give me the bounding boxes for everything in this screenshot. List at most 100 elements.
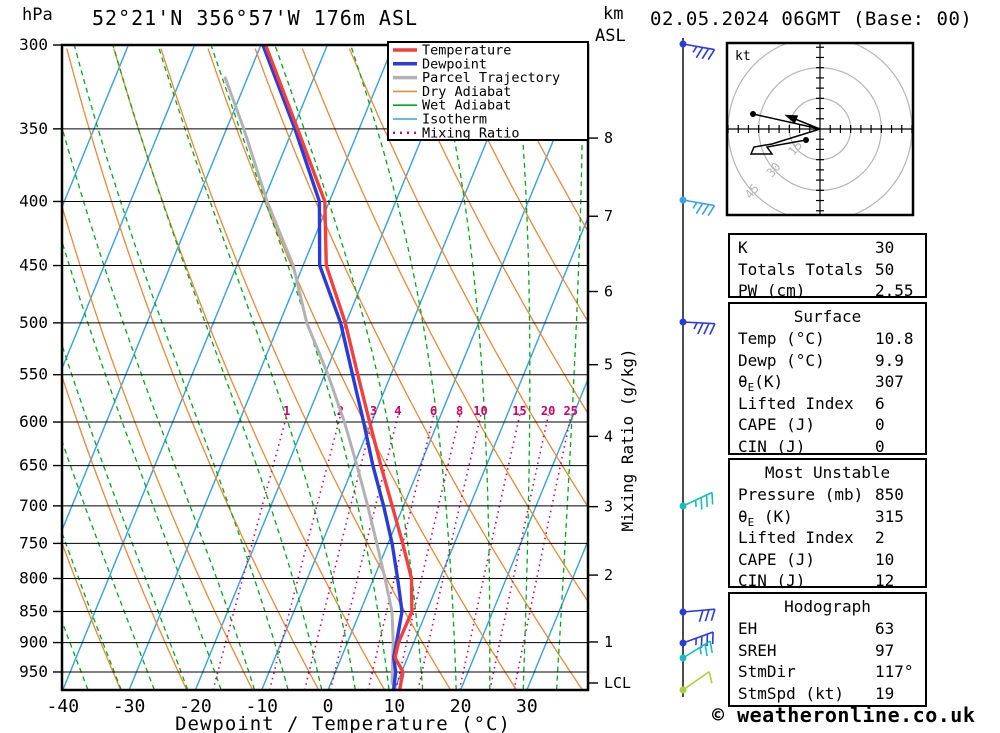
- x-tick-label: 10: [383, 696, 405, 717]
- wind-barb-half-tick: [692, 46, 698, 53]
- table-row: Lifted Index 2: [730, 527, 925, 549]
- stat-label: Pressure (mb): [738, 485, 864, 504]
- stat-value: 0: [875, 415, 885, 434]
- mixing-ratio-value-label: 10: [473, 404, 487, 418]
- dry-adiabat-line: [160, 48, 452, 690]
- wind-barb: [679, 196, 716, 217]
- mixing-ratio-value-label: 8: [456, 404, 463, 418]
- legend-label: Dry Adiabat: [422, 84, 511, 100]
- dry-adiabat-line: [62, 204, 254, 690]
- wet-adiabat-line: [62, 439, 155, 690]
- wet-adiabat-line: [73, 45, 289, 690]
- km-tick-label: 2: [604, 566, 613, 584]
- stat-value: 97: [875, 640, 895, 660]
- wind-barb-full-tick: [701, 48, 710, 60]
- stat-value: 9.9: [875, 350, 904, 370]
- stat-label: CAPE (J): [738, 415, 816, 434]
- wet-adiabat-line: [157, 45, 356, 690]
- asl-axis-unit-label: ASL: [595, 26, 626, 46]
- stat-value: 30: [875, 238, 895, 257]
- dry-adiabat-line: [113, 48, 386, 690]
- dry-adiabat-line: [395, 48, 588, 415]
- x-tick-label: -30: [113, 696, 146, 717]
- stat-label: EH: [738, 619, 758, 638]
- wind-barb-full-tick: [704, 609, 710, 622]
- parcel-trajectory-curve: [223, 76, 398, 690]
- pressure-tick-label: 850: [19, 601, 48, 620]
- wind-barb: [679, 318, 716, 335]
- lcl-label: LCL: [604, 674, 631, 692]
- stat-label: Lifted Index: [738, 393, 854, 413]
- pressure-tick-label: 800: [19, 569, 48, 588]
- wind-barb-shaft: [682, 670, 710, 691]
- stat-label: K: [738, 238, 748, 257]
- pressure-tick-label: 600: [19, 412, 48, 431]
- wind-barb: [679, 670, 713, 694]
- isotherm-line: [459, 377, 588, 690]
- wet-adiabat-line: [112, 45, 323, 690]
- skewt-background: 1 2 3 4 6 8 10 15 20 25: [62, 45, 588, 690]
- copyright-label: © weatheronline.co.uk: [712, 703, 976, 727]
- wind-barb-full-tick: [700, 497, 703, 510]
- stat-value: 10: [875, 549, 895, 569]
- legend-label: Temperature: [422, 43, 511, 59]
- table-section-header: Surface: [793, 307, 862, 326]
- isotherm-line: [62, 45, 130, 209]
- mixing-ratio-value-label: 15: [512, 404, 526, 418]
- plot-frame: [60, 43, 590, 692]
- stat-label: Dewp (°C): [738, 350, 825, 370]
- km-tick-label: 6: [604, 283, 613, 301]
- wind-barb-full-tick: [697, 322, 704, 335]
- wind-barb-full-tick: [703, 323, 710, 335]
- table-row: StmDir 117°: [730, 661, 925, 683]
- wind-barb-full-tick: [709, 640, 714, 653]
- wind-barb-full-tick: [704, 644, 708, 657]
- table-row: CAPE (J) 10: [730, 549, 925, 571]
- wind-barb: [679, 40, 716, 61]
- km-tick-label: 8: [604, 129, 613, 147]
- table-row: CAPE (J) 0: [730, 414, 925, 436]
- hodograph-trace-dot: [803, 137, 809, 143]
- table-row: StmSpd (kt) 19: [730, 683, 925, 705]
- wind-barb-shaft: [682, 640, 711, 659]
- run-date-label: 02.05.2024 06GMT (Base: 00): [650, 8, 973, 30]
- stat-label: SREH: [738, 640, 777, 660]
- km-axis-unit-label: km: [603, 4, 624, 24]
- stat-value: 2.55: [875, 281, 914, 300]
- wet-adiabat-line: [349, 45, 457, 690]
- stat-label: θE (K): [738, 506, 793, 529]
- km-tick-label: 1: [604, 633, 613, 651]
- table-row: θE (K) 315: [730, 506, 925, 529]
- isotherm-line: [393, 215, 588, 690]
- x-axis-title: Dewpoint / Temperature (°C): [175, 713, 511, 733]
- mixing-ratio-value-label: 25: [564, 404, 578, 418]
- stat-value: 307: [875, 372, 904, 391]
- table-row: Dewp (°C) 9.9: [730, 350, 925, 372]
- isotherm-line: [128, 45, 395, 690]
- wind-barb-full-tick: [705, 494, 708, 508]
- stat-label: CAPE (J): [738, 549, 816, 569]
- wet-adiabat-line: [210, 45, 390, 690]
- wind-barb-shaft: [682, 631, 714, 644]
- pressure-tick-label: 900: [19, 633, 48, 652]
- wind-barb-full-tick: [707, 205, 716, 217]
- legend-box: [387, 41, 589, 141]
- dry-adiabat-line: [66, 48, 320, 690]
- x-tick-label: 0: [323, 696, 334, 717]
- legend-label: Wet Adiabat: [422, 98, 511, 114]
- legend-label: Dewpoint: [422, 56, 487, 72]
- pressure-tick-label: 350: [19, 119, 48, 138]
- mixing-ratio-line: [268, 414, 342, 690]
- dry-adiabat-line: [62, 541, 122, 690]
- pressure-tick-label: 450: [19, 256, 48, 275]
- temperature-curve: [264, 45, 414, 690]
- table-row: SREH 97: [730, 640, 925, 662]
- table-row: CIN (J) 12: [730, 570, 925, 592]
- stat-value: 19: [875, 683, 895, 703]
- stat-label: Temp (°C): [738, 329, 825, 348]
- x-tick-label: -40: [47, 696, 80, 717]
